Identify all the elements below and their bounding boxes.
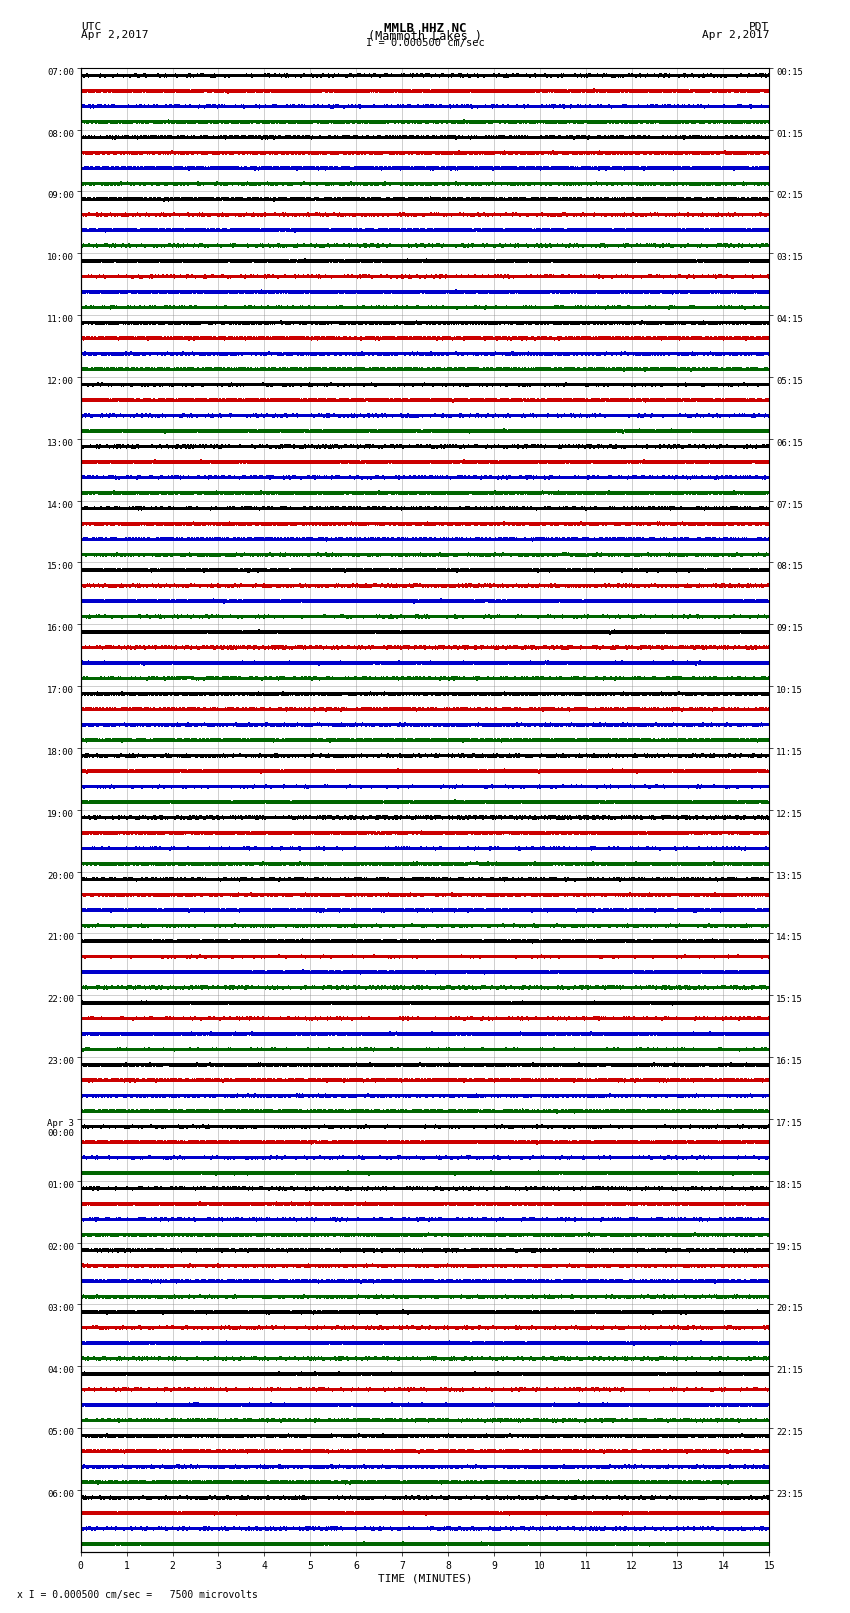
Text: Apr 2,2017: Apr 2,2017	[702, 31, 769, 40]
Text: (Mammoth Lakes ): (Mammoth Lakes )	[368, 31, 482, 44]
Text: x I = 0.000500 cm/sec =   7500 microvolts: x I = 0.000500 cm/sec = 7500 microvolts	[17, 1590, 258, 1600]
X-axis label: TIME (MINUTES): TIME (MINUTES)	[377, 1574, 473, 1584]
Text: UTC: UTC	[81, 23, 101, 32]
Text: PDT: PDT	[749, 23, 769, 32]
Text: Apr 2,2017: Apr 2,2017	[81, 31, 148, 40]
Text: MMLB HHZ NC: MMLB HHZ NC	[383, 23, 467, 35]
Text: I = 0.000500 cm/sec: I = 0.000500 cm/sec	[366, 37, 484, 48]
